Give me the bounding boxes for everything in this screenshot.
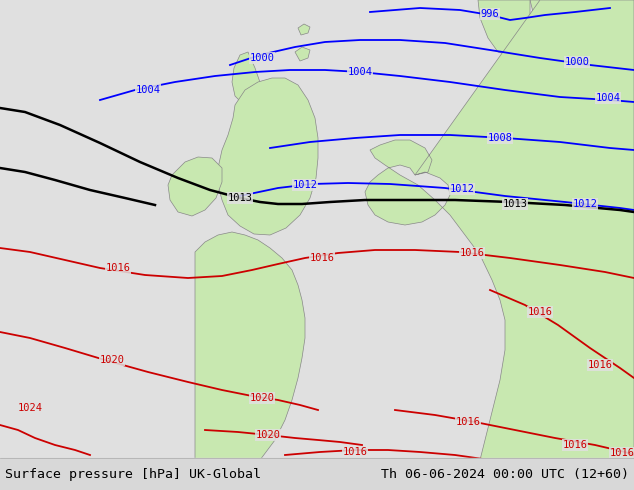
Text: 1000: 1000 — [564, 57, 590, 67]
Text: 1016: 1016 — [562, 440, 588, 450]
Polygon shape — [365, 0, 634, 460]
Text: 996: 996 — [481, 9, 500, 19]
Text: 1013: 1013 — [228, 193, 252, 203]
Text: 1016: 1016 — [460, 248, 484, 258]
Polygon shape — [195, 232, 305, 460]
Text: 1008: 1008 — [488, 133, 512, 143]
Text: 1016: 1016 — [455, 417, 481, 427]
Text: 1012: 1012 — [573, 199, 597, 209]
Text: 1004: 1004 — [136, 85, 160, 95]
Polygon shape — [530, 0, 634, 170]
Text: 1020: 1020 — [100, 355, 124, 365]
Text: 1024: 1024 — [18, 403, 42, 413]
Text: 1013: 1013 — [503, 199, 527, 209]
Text: 1000: 1000 — [250, 53, 275, 63]
Text: 1012: 1012 — [292, 180, 318, 190]
Polygon shape — [168, 157, 222, 216]
Text: 1016: 1016 — [342, 447, 368, 457]
Polygon shape — [218, 78, 318, 235]
Text: 1020: 1020 — [250, 393, 275, 403]
Text: Surface pressure [hPa] UK-Global: Surface pressure [hPa] UK-Global — [5, 467, 261, 481]
Text: 1004: 1004 — [347, 67, 373, 77]
Polygon shape — [295, 47, 310, 61]
Polygon shape — [232, 52, 262, 105]
Text: 1016: 1016 — [588, 360, 612, 370]
Text: 1012: 1012 — [450, 184, 474, 194]
Text: 1016: 1016 — [309, 253, 335, 263]
Polygon shape — [478, 0, 530, 55]
Text: Th 06-06-2024 00:00 UTC (12+60): Th 06-06-2024 00:00 UTC (12+60) — [381, 467, 629, 481]
Text: 1020: 1020 — [256, 430, 280, 440]
Text: 1016: 1016 — [105, 263, 131, 273]
Polygon shape — [298, 24, 310, 35]
Text: 1004: 1004 — [595, 93, 621, 103]
Text: 1016: 1016 — [609, 448, 634, 458]
Bar — [0, 458, 634, 490]
Text: 1016: 1016 — [527, 307, 552, 317]
